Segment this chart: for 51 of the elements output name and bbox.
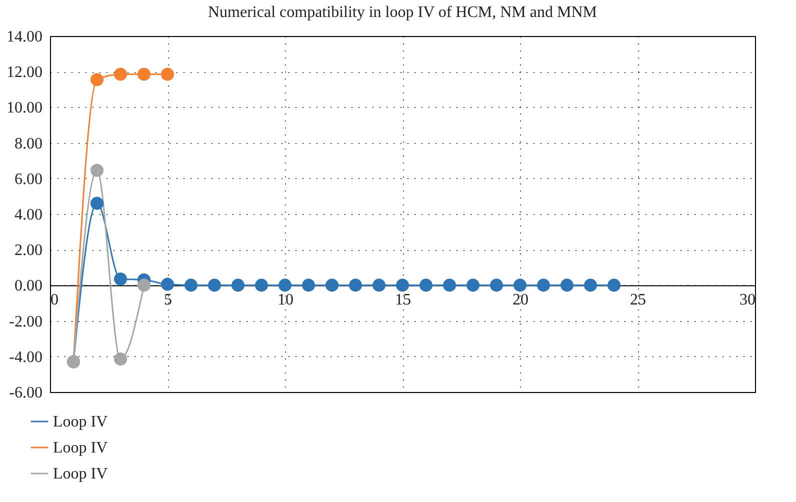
- y-tick-label: 12.00: [6, 64, 42, 82]
- y-tick-label: -4.00: [9, 348, 42, 366]
- point: [114, 68, 128, 81]
- y-tick-label: 0.00: [14, 278, 42, 295]
- point: [396, 278, 410, 292]
- point: [184, 278, 198, 292]
- point: [490, 278, 504, 292]
- point: [208, 278, 222, 292]
- point: [114, 352, 128, 366]
- x-tick-label: 10: [278, 292, 294, 309]
- point: [325, 278, 339, 292]
- x-tick-label: 20: [512, 292, 528, 309]
- x-tick-label: 30: [740, 292, 756, 309]
- point: [536, 278, 550, 292]
- point: [90, 196, 104, 210]
- point: [90, 164, 104, 177]
- y-tick-label: -6.00: [9, 384, 42, 402]
- point: [302, 278, 316, 292]
- y-tick-label: -2.00: [9, 313, 42, 330]
- point: [513, 278, 527, 292]
- point: [254, 278, 268, 292]
- point: [442, 278, 456, 292]
- legend-label: Loop IV: [53, 440, 108, 456]
- x-tick-label: 5: [164, 292, 172, 309]
- x-tick-label: 0: [50, 292, 58, 309]
- y-tick-label: 10.00: [6, 100, 42, 117]
- point: [560, 278, 574, 292]
- y-tick-label: 14.00: [6, 28, 42, 46]
- point: [372, 278, 386, 292]
- point: [160, 278, 174, 291]
- point: [137, 68, 151, 81]
- point: [114, 272, 128, 286]
- chart-title: Numerical compatibility in loop IV of HCM, NM and MNM: [208, 4, 597, 21]
- legend-label: Loop IV: [53, 466, 108, 482]
- y-tick-label: 6.00: [14, 170, 42, 188]
- point: [90, 73, 104, 86]
- point: [278, 278, 292, 292]
- y-tick-label: 2.00: [14, 242, 42, 260]
- point: [137, 278, 151, 292]
- point: [231, 278, 245, 292]
- point: [348, 278, 362, 292]
- x-tick-label: 25: [630, 292, 646, 309]
- y-tick-label: 8.00: [14, 135, 42, 152]
- legend-label: Loop IV: [53, 414, 108, 430]
- y-tick-label: 4.00: [14, 206, 42, 224]
- point: [160, 68, 174, 81]
- point: [607, 278, 621, 292]
- point: [584, 278, 598, 292]
- point: [466, 278, 480, 292]
- x-tick-label: 15: [395, 292, 411, 309]
- point: [419, 278, 433, 292]
